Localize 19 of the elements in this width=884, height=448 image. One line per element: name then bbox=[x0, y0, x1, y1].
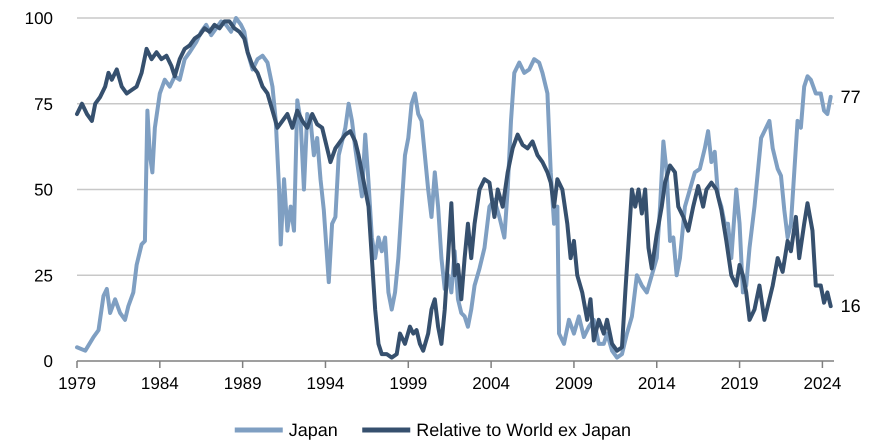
legend-label: Japan bbox=[288, 420, 338, 440]
y-tick-label: 100 bbox=[24, 9, 53, 28]
x-tick-label: 1989 bbox=[224, 374, 262, 393]
x-tick-label: 1994 bbox=[306, 374, 344, 393]
y-tick-label: 50 bbox=[34, 180, 53, 200]
y-tick-label: 75 bbox=[34, 94, 53, 114]
x-tick-label: 1984 bbox=[140, 374, 179, 393]
x-tick-label: 2009 bbox=[555, 374, 593, 393]
x-tick-label: 1979 bbox=[58, 374, 96, 393]
annotation: 77 bbox=[840, 86, 861, 107]
legend-label: Relative to World ex Japan bbox=[416, 420, 632, 440]
annotation: 16 bbox=[840, 296, 861, 316]
x-tick-label: 2024 bbox=[803, 374, 842, 393]
y-tick-label: 0 bbox=[44, 352, 53, 371]
x-tick-label: 1999 bbox=[389, 374, 428, 393]
x-tick-label: 2014 bbox=[638, 374, 676, 393]
y-tick-label: 25 bbox=[34, 266, 53, 286]
x-tick-label: 2019 bbox=[720, 374, 758, 393]
x-tick-label: 2004 bbox=[472, 374, 510, 393]
